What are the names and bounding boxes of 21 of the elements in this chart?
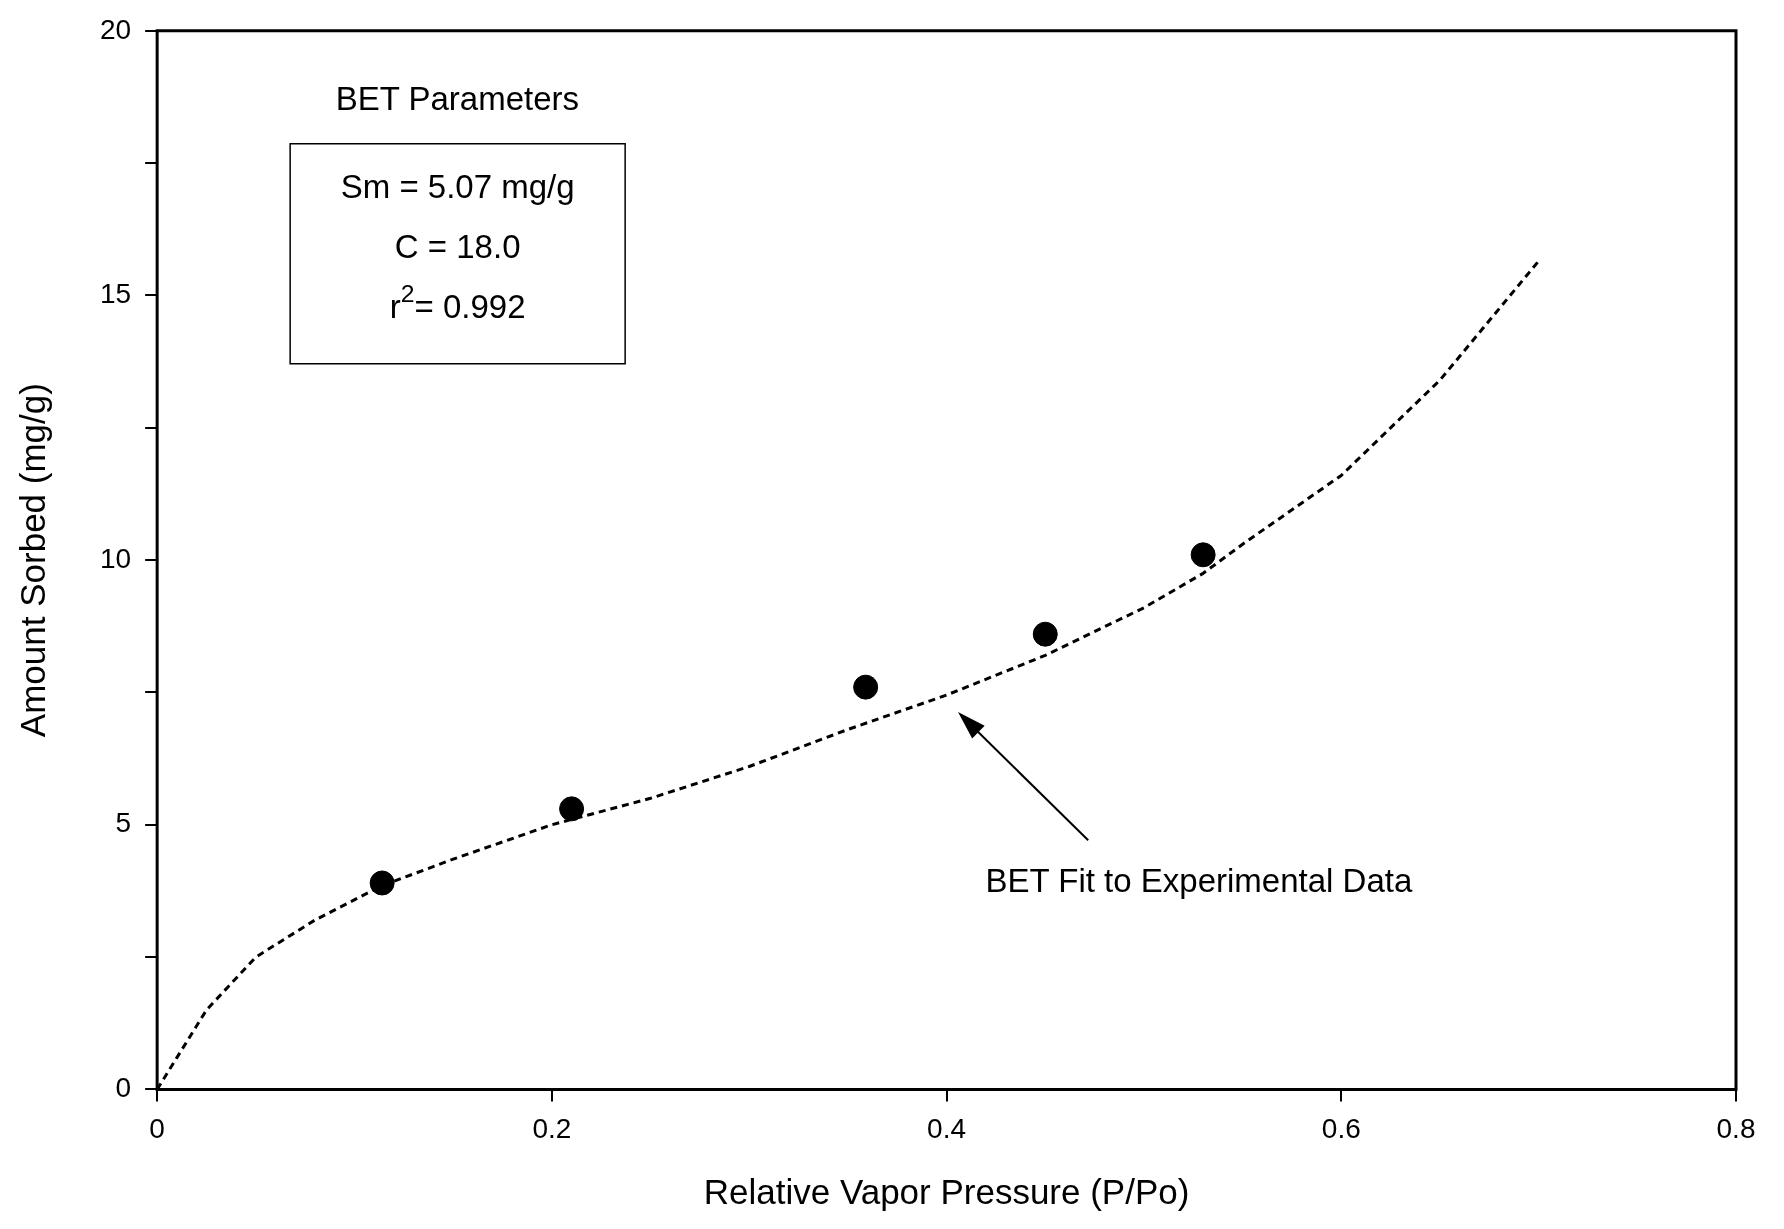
- annotation: C = 18.0: [394, 227, 521, 265]
- y-tick-label: 10: [99, 542, 132, 574]
- point: [1190, 542, 1216, 568]
- y-tick-label: 5: [115, 807, 132, 839]
- x-axis-title: Relative Vapor Pressure (P/Po): [703, 1171, 1190, 1211]
- point: [559, 796, 585, 822]
- y-tick-label: 15: [99, 278, 132, 310]
- annotation: Sm = 5.07 mg/g: [340, 167, 575, 205]
- annotation: BET Parameters: [335, 79, 579, 117]
- x-tick-label: 0.4: [927, 1112, 967, 1144]
- x-tick-label: 0.2: [532, 1112, 572, 1144]
- x-tick-label: 0: [149, 1112, 165, 1144]
- point: [853, 674, 879, 700]
- x-tick-label: 0.8: [1716, 1112, 1756, 1144]
- x-tick-label: 0.6: [1321, 1112, 1361, 1144]
- y-tick-label: 20: [99, 13, 132, 45]
- point: [369, 870, 395, 896]
- y-axis-title: Amount Sorbed (mg/g): [12, 383, 52, 738]
- annotation: BET Fit to Experimental Data: [985, 862, 1413, 900]
- y-tick-label: 0: [115, 1072, 132, 1104]
- point: [1032, 621, 1058, 647]
